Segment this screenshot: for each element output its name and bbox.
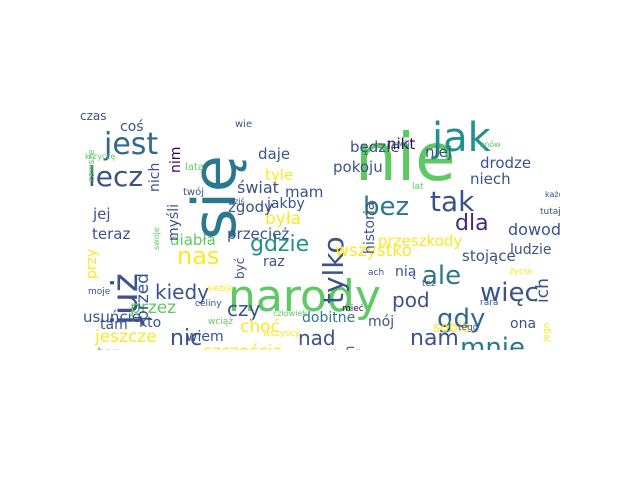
cloud-word: jakby	[267, 196, 305, 212]
cloud-word: nim	[168, 146, 184, 174]
cloud-word: szczęścia	[203, 344, 283, 351]
cloud-word: tutaj	[540, 207, 560, 217]
cloud-word: sobie	[433, 320, 471, 336]
cloud-word: choć	[240, 317, 280, 337]
cloud-word: wiem	[186, 329, 224, 345]
cloud-word: drodze	[480, 154, 532, 172]
cloud-word: dowody	[508, 220, 560, 239]
cloud-word: gdy	[437, 304, 486, 334]
cloud-word: lecz	[88, 160, 144, 193]
cloud-word: przez	[130, 298, 177, 318]
cloud-word: tyle	[265, 166, 294, 184]
cloud-word: lata	[185, 162, 204, 173]
cloud-word: nas	[177, 242, 220, 270]
cloud-word: nic	[170, 326, 203, 350]
cloud-word: gdzie	[250, 232, 310, 257]
cloud-word: nam	[410, 326, 459, 350]
cloud-word: zgody	[228, 198, 273, 216]
cloud-word: historia	[362, 201, 378, 255]
cloud-word: dla	[455, 211, 489, 236]
cloud-word: ale	[422, 261, 462, 291]
cloud-word: wszyscy	[263, 329, 301, 339]
cloud-word: bez	[363, 192, 410, 222]
cloud-word: raz	[263, 254, 285, 270]
cloud-word: coś	[120, 119, 144, 135]
cloud-word: celiny	[195, 299, 222, 309]
cloud-word: ona	[510, 316, 537, 332]
cloud-word: czy	[227, 297, 261, 321]
cloud-word: teraz	[92, 225, 131, 243]
cloud-word: niech	[470, 170, 511, 188]
cloud-word: pragnienie	[289, 349, 369, 351]
cloud-word: myśli	[166, 204, 182, 241]
cloud-word: zawsze	[87, 149, 97, 183]
cloud-word: krzyczę	[85, 152, 116, 161]
cloud-word: nikt	[387, 135, 416, 153]
cloud-word: dobitne	[302, 310, 356, 326]
cloud-word: jego	[542, 322, 552, 342]
cloud-word: przeszkody	[378, 232, 463, 250]
cloud-word: znów	[480, 140, 501, 149]
cloud-word: nad	[298, 326, 336, 350]
cloud-word: wszystko	[335, 241, 412, 261]
cloud-word: świat	[237, 178, 279, 197]
cloud-word: jak	[432, 115, 491, 161]
cloud-word: swój	[392, 139, 410, 148]
cloud-word: moje	[88, 287, 111, 297]
cloud-word: człowiek	[273, 309, 308, 318]
cloud-word: ich	[533, 277, 553, 303]
cloud-word: tego	[458, 323, 479, 333]
cloud-word: każdy	[545, 190, 560, 199]
cloud-word: diabła	[170, 231, 216, 249]
cloud-word: być	[233, 257, 247, 279]
cloud-word: nią	[395, 264, 417, 280]
cloud-word: też	[422, 279, 436, 289]
cloud-word: mieć	[342, 304, 364, 314]
cloud-word: pokoju	[333, 158, 383, 176]
cloud-word: więc	[480, 278, 539, 308]
cloud-word: jest	[104, 127, 159, 162]
cloud-word: narody	[228, 271, 381, 322]
word-cloud: nie się narody jak już jest lecz tylko tak bez ale…	[80, 110, 560, 350]
cloud-word: będzie	[350, 138, 400, 156]
cloud-word: mnie	[460, 333, 526, 350]
cloud-word: siebie	[207, 284, 234, 294]
cloud-word: dziś	[229, 197, 245, 206]
cloud-word: usuńcie	[83, 308, 141, 326]
cloud-word: ten	[97, 346, 122, 351]
cloud-word: wciąż	[208, 317, 234, 327]
cloud-word: nich	[147, 162, 163, 192]
cloud-word: życia	[509, 267, 533, 277]
cloud-word: swoje	[152, 227, 161, 250]
cloud-word: wie	[235, 119, 253, 130]
cloud-word: jeszcze	[95, 327, 157, 347]
cloud-word: stojące	[462, 247, 516, 265]
cloud-word: rara	[480, 298, 499, 308]
cloud-word: była	[265, 209, 302, 229]
cloud-word: mój	[368, 314, 395, 330]
cloud-word: pod	[392, 288, 430, 312]
cloud-word: nie	[355, 119, 456, 196]
cloud-word: twój	[183, 187, 204, 198]
cloud-word: kto	[139, 315, 162, 331]
cloud-word: ach	[368, 268, 385, 278]
cloud-word: tak	[430, 185, 475, 218]
cloud-word: przecież	[227, 225, 290, 243]
cloud-word: daje	[258, 145, 291, 163]
cloud-word: niej	[425, 143, 453, 161]
cloud-word: kiedy	[155, 280, 209, 304]
cloud-word: jej	[93, 205, 111, 223]
cloud-word: mam	[285, 183, 324, 201]
cloud-word: lat	[412, 182, 424, 192]
cloud-word: tam	[100, 317, 128, 333]
cloud-word: przy	[84, 248, 100, 279]
cloud-word: czas	[80, 110, 107, 123]
cloud-word: ludzie	[510, 242, 552, 258]
